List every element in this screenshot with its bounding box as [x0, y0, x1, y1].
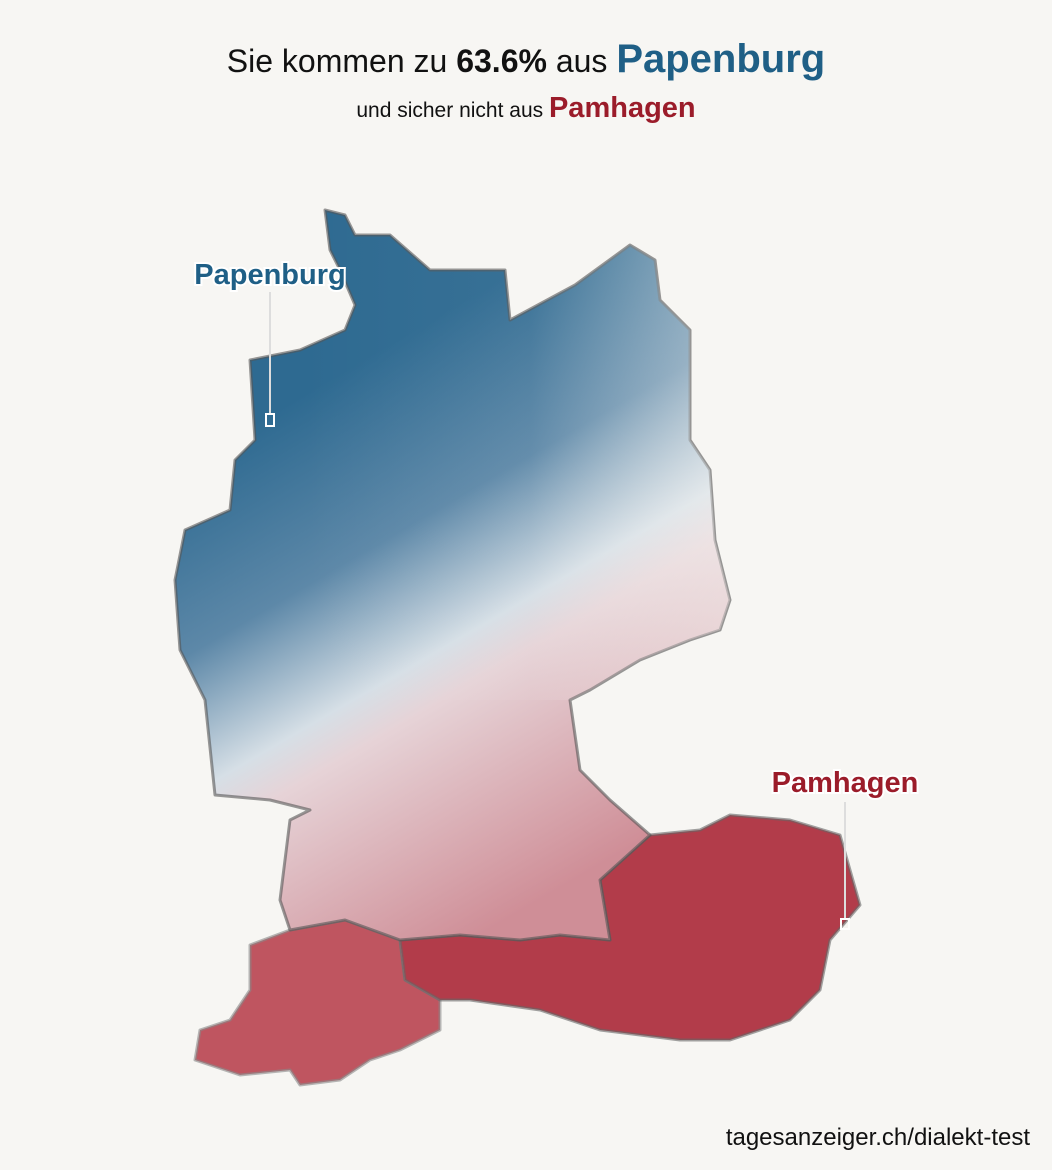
marker: [265, 413, 275, 427]
map-label: Papenburg: [194, 259, 345, 291]
germany-east-shade: [250, 210, 730, 700]
papenburg-marker: Papenburg: [192, 257, 348, 427]
title: Sie kommen zu 63.6% aus Papenburg: [227, 37, 825, 81]
title-prefix: Sie kommen zu: [227, 43, 448, 79]
subtitle-prefix: und sicher nicht aus: [356, 99, 543, 122]
title-middle: aus: [556, 43, 608, 79]
source: tagesanzeiger.ch/dialekt-test: [726, 1124, 1031, 1151]
pamhagen-marker: Pamhagen: [770, 765, 920, 930]
title-percent: 63.6%: [456, 43, 547, 79]
map: [173, 208, 862, 1087]
subtitle: und sicher nicht aus Pamhagen: [356, 92, 695, 124]
map-label: Pamhagen: [772, 767, 919, 799]
marker: [840, 918, 850, 930]
subtitle-place: Pamhagen: [549, 92, 696, 124]
title-place: Papenburg: [616, 37, 825, 81]
